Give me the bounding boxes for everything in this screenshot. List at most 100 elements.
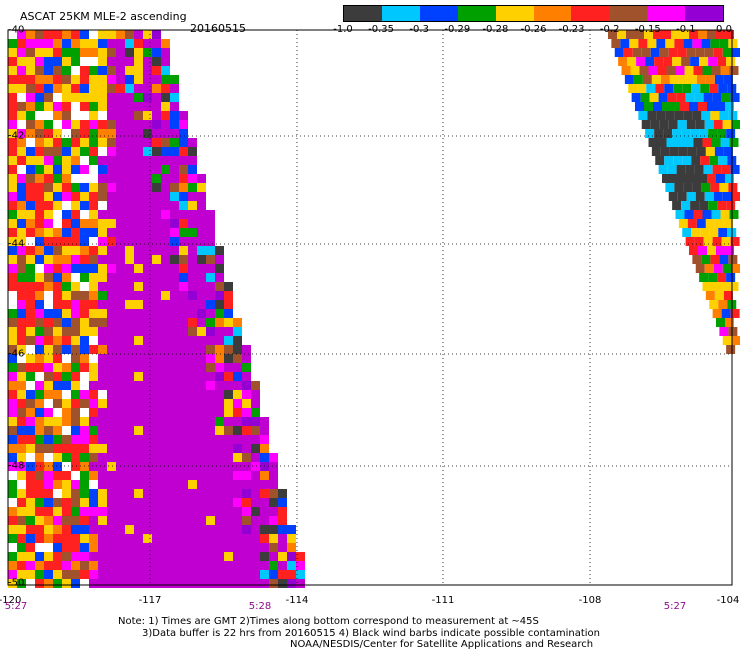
swath-cell [17,39,26,48]
swath-cell [658,93,668,102]
swath-cell [89,525,98,534]
swath-cell [125,543,134,552]
swath-cell [26,219,35,228]
swath-cell [98,435,107,444]
swath-cell [170,354,179,363]
swath-cell [98,579,107,588]
swath-cell [197,381,206,390]
swath-cell [712,309,722,318]
swath-cell [80,39,89,48]
swath-cell [80,570,89,579]
swath-cell [708,57,718,66]
swath-cell [206,246,215,255]
swath-cell [8,273,17,282]
swath-cell [62,363,71,372]
swath-cell [179,219,188,228]
swath-cell [71,39,80,48]
swath-cell [287,525,296,534]
swath-cell [623,48,633,57]
swath-cell [143,552,152,561]
swath-cell [170,363,179,372]
swath-cell [44,264,53,273]
swath-cell [161,264,170,273]
swath-cell [44,219,53,228]
swath-cell [17,435,26,444]
swath-cell [188,408,197,417]
swath-cell [170,561,179,570]
swath-cell [695,192,705,201]
swath-cell [725,318,734,327]
swath-cell [251,471,260,480]
swath-cell [233,354,242,363]
swath-cell [35,390,44,399]
swath-cell [278,552,287,561]
swath-cell [125,48,134,57]
swath-cell [206,318,215,327]
swath-cell [179,525,188,534]
swath-cell [44,93,53,102]
swath-cell [712,237,722,246]
swath-cell [161,543,170,552]
swath-cell [134,120,143,129]
swath-cell [638,39,648,48]
swath-cell [80,57,89,66]
swath-cell [53,228,62,237]
swath-cell [8,246,17,255]
swath-cell [152,345,161,354]
swath-cell [35,228,44,237]
swath-cell [17,543,26,552]
swath-cell [134,273,143,282]
swath-cell [80,120,89,129]
swath-cell [224,435,233,444]
swath-cell [698,174,707,183]
swath-cell [98,327,107,336]
swath-cell [134,507,143,516]
swath-cell [71,426,80,435]
swath-cell [215,444,224,453]
swath-cell [224,579,233,588]
swath-cell [35,66,44,75]
lat-label: -42 [8,130,25,142]
swath-cell [35,516,44,525]
swath-cell [98,408,107,417]
swath-cell [215,354,224,363]
swath-cell [242,579,251,588]
swath-cell [107,426,116,435]
swath-cell [8,534,17,543]
swath-cell [691,228,701,237]
swath-cell [71,372,80,381]
swath-cell [695,48,705,57]
swath-cell [197,210,206,219]
swath-cell [629,39,639,48]
swath-cell [215,390,224,399]
swath-cell [206,462,215,471]
swath-cell [53,165,62,174]
swath-cell [197,300,206,309]
swath-cell [17,129,26,138]
swath-cell [53,507,62,516]
swath-cell [62,183,71,192]
swath-cell [233,579,242,588]
swath-cell [170,183,179,192]
swath-cell [71,471,80,480]
swath-cell [98,345,107,354]
swath-cell [62,39,71,48]
swath-cell [8,309,17,318]
swath-cell [44,552,53,561]
swath-cell [125,66,134,75]
swath-cell [53,291,62,300]
swath-cell [35,444,44,453]
swath-cell [134,552,143,561]
swath-cell [53,336,62,345]
swath-cell [197,579,206,588]
swath-cell [80,165,89,174]
lon-label: -117 [138,595,162,606]
swath-cell [44,471,53,480]
swath-cell [667,93,677,102]
swath-cell [287,570,296,579]
swath-cell [143,48,152,57]
swath-cell [269,453,278,462]
swath-cell [242,390,251,399]
swath-cell [107,435,116,444]
swath-cell [692,183,702,192]
